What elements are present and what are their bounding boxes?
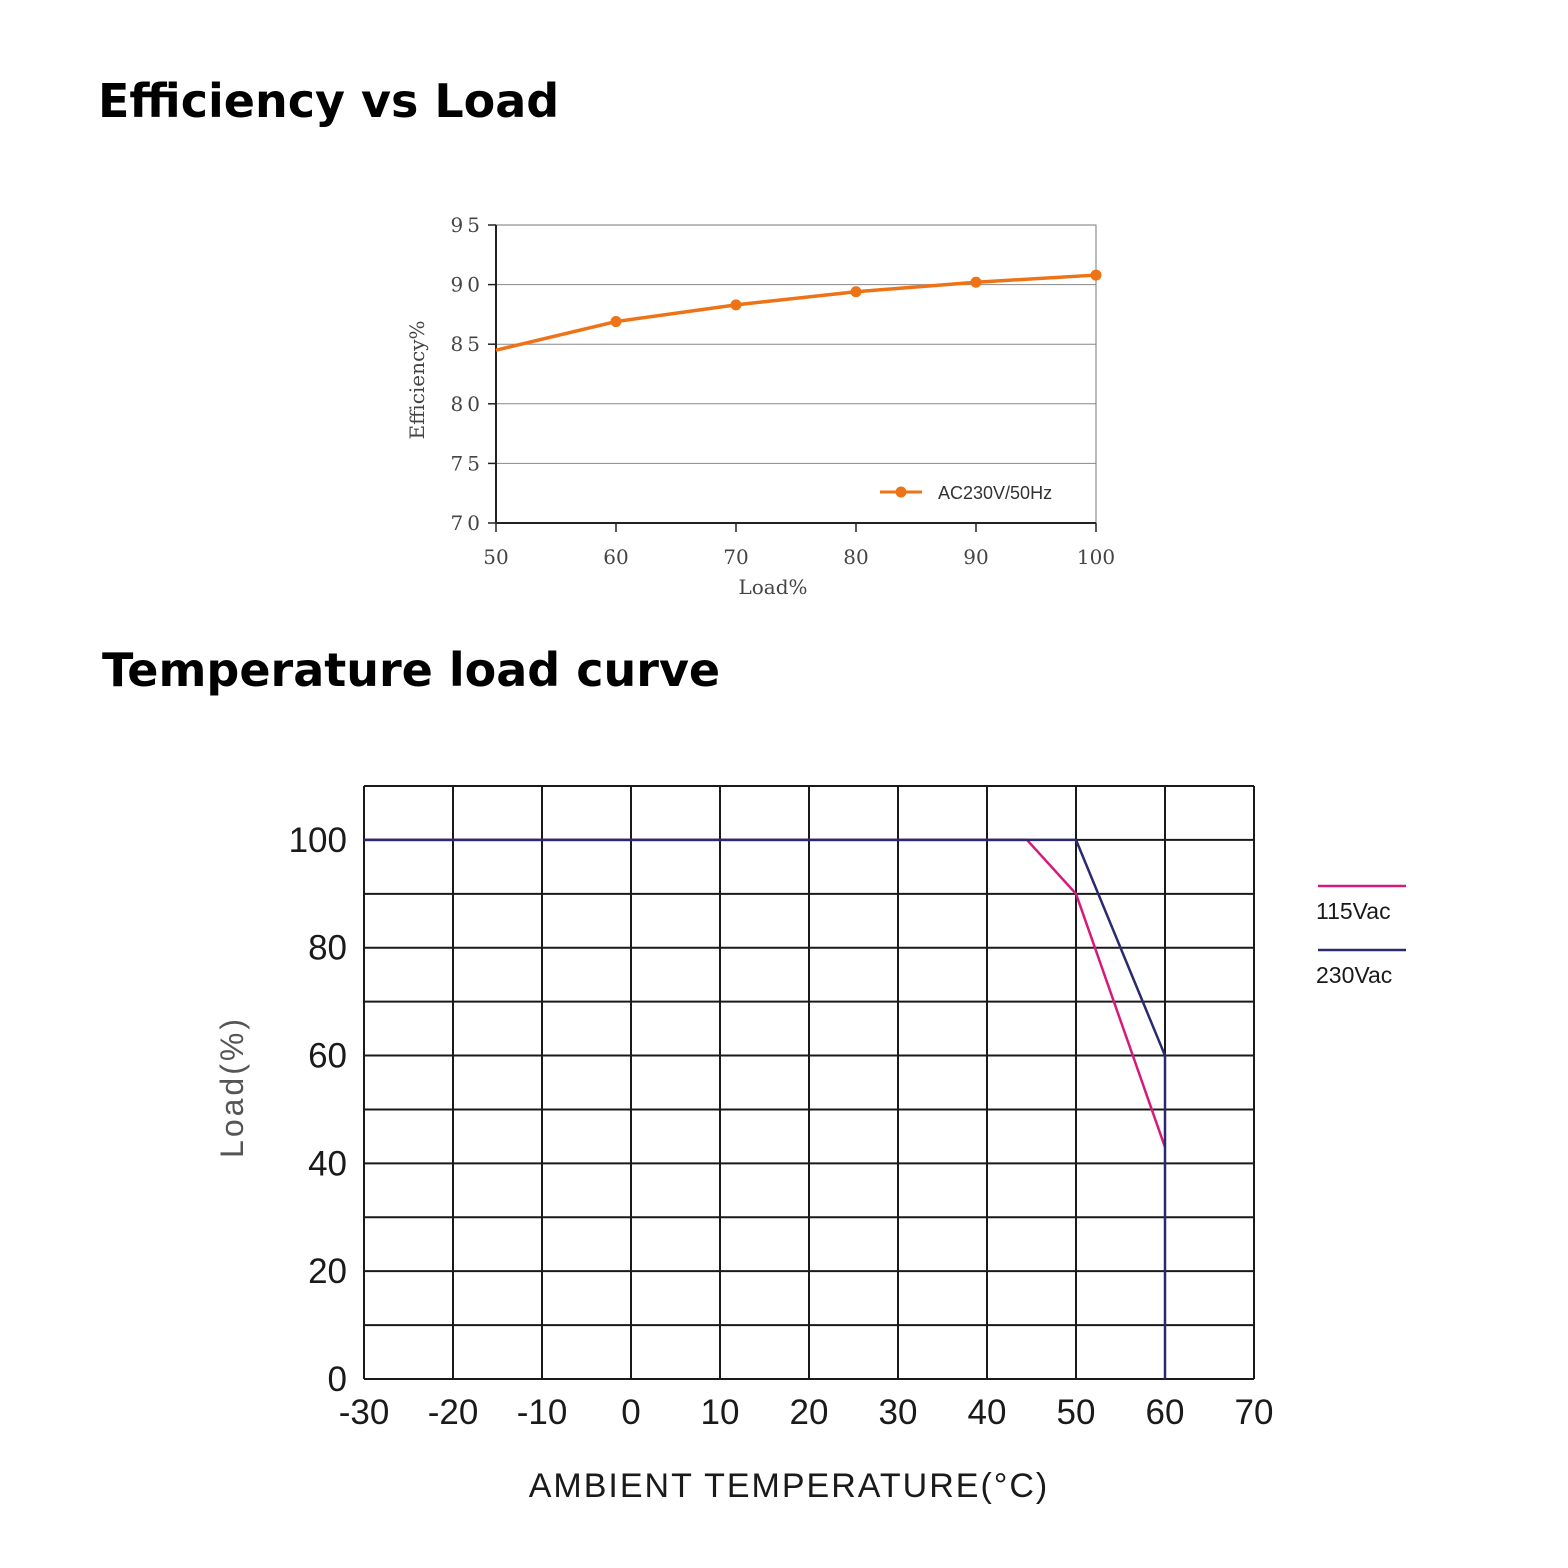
efficiency-y-tick-label: 95 (451, 213, 484, 237)
efficiency-x-tick-label: 50 (483, 545, 508, 569)
efficiency-legend: AC230V/50Hz (880, 483, 1052, 503)
efficiency-y-tick-label: 80 (451, 392, 484, 416)
efficiency-data-point (730, 299, 742, 311)
legend-label-ac230v: AC230V/50Hz (938, 483, 1052, 503)
legend-marker-ac230v (895, 486, 907, 498)
efficiency-series-line (495, 273, 1097, 352)
efficiency-plot-frame (495, 224, 1097, 524)
efficiency-x-axis-label: Load% (738, 575, 807, 599)
efficiency-chart-title: Efficiency vs Load (98, 74, 560, 128)
efficiency-y-tick-label: 75 (451, 451, 484, 475)
efficiency-x-tick-label: 70 (723, 545, 748, 569)
efficiency-y-tick-label: 90 (451, 273, 484, 297)
efficiency-y-tick-label: 70 (451, 511, 484, 535)
efficiency-y-axis-label: Efficiency% (405, 320, 429, 439)
efficiency-x-tick-label: 80 (843, 545, 868, 569)
efficiency-x-tick-label: 60 (603, 545, 628, 569)
temperature-chart-title: Temperature load curve (102, 643, 721, 697)
efficiency-x-tick-label: 100 (1077, 545, 1115, 569)
efficiency-x-tick-label: 90 (963, 545, 988, 569)
efficiency-data-point (610, 316, 622, 328)
efficiency-data-point (970, 276, 982, 288)
efficiency-y-tick-label: 85 (451, 332, 484, 356)
efficiency-data-point (850, 286, 862, 298)
efficiency-data-point (1090, 269, 1102, 281)
